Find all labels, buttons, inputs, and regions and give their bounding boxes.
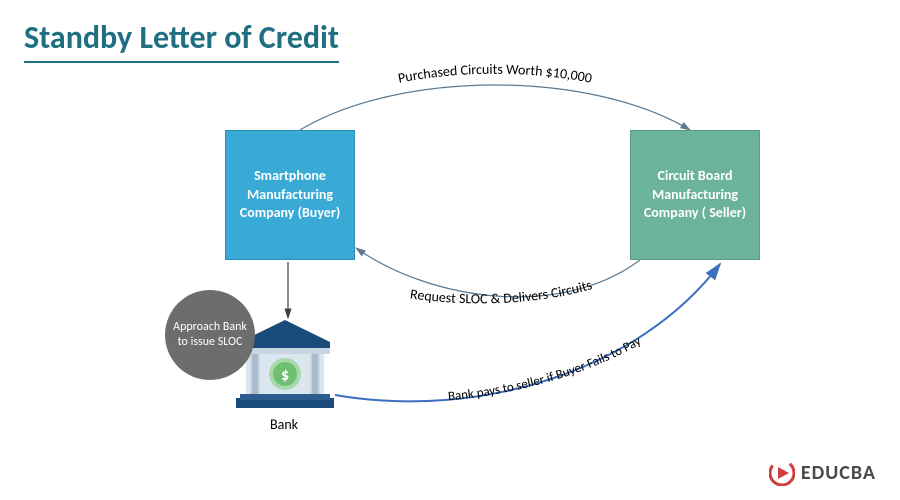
svg-text:Purchased Circuits Worth $10,0: Purchased Circuits Worth $10,000	[397, 61, 594, 87]
node-buyer: Smartphone Manufacturing Company (Buyer)	[225, 130, 355, 260]
arrow-bank-pays	[335, 264, 720, 401]
logo-text: EDUCBA	[801, 461, 876, 485]
bank-label: Bank	[270, 416, 298, 433]
node-seller: Circuit Board Manufacturing Company ( Se…	[630, 130, 760, 260]
page-title: Standby Letter of Credit	[24, 18, 339, 63]
arrow-purchase	[300, 85, 690, 130]
logo-icon	[769, 460, 795, 486]
node-approach-bank: Approach Bank to issue SLOC	[165, 290, 255, 380]
arrow-request-deliver	[356, 248, 640, 297]
svg-text:Request SLOC & Delivers Circui: Request SLOC & Delivers Circuits	[409, 276, 594, 307]
label-purchase: Purchased Circuits Worth $10,000	[397, 61, 594, 87]
diagram-arrows: $ Purchased Circuits Worth $10,000 Reque…	[0, 0, 900, 500]
svg-text:$: $	[281, 366, 289, 385]
label-request-deliver: Request SLOC & Delivers Circuits	[409, 276, 594, 307]
label-bank-pays: Bank pays to seller if Buyer Fails to Pa…	[447, 334, 643, 405]
svg-text:Bank pays to seller if Buyer F: Bank pays to seller if Buyer Fails to Pa…	[447, 334, 643, 405]
brand-logo: EDUCBA	[769, 460, 876, 486]
